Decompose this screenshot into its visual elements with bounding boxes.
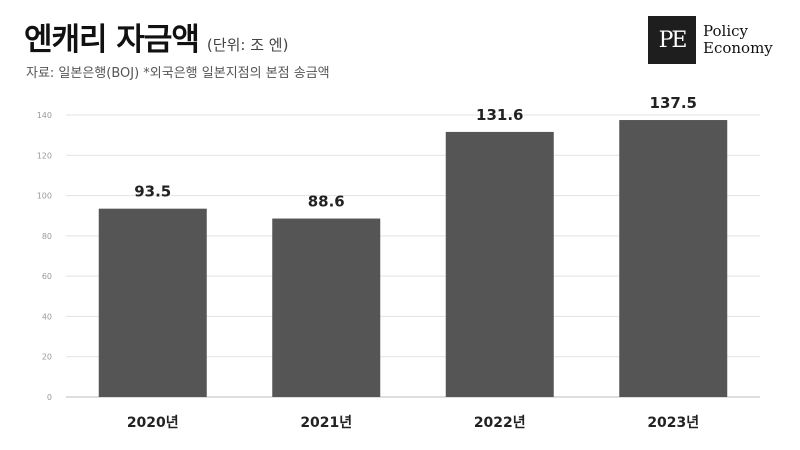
- pe-logo-mark: PE: [648, 16, 696, 64]
- y-tick-label-120: 120: [37, 151, 52, 160]
- x-tick-label-2020년: 2020년: [127, 415, 179, 431]
- source-note: 자료: 일본은행(BOJ) *외국은행 일본지점의 본점 송금액: [26, 66, 330, 81]
- y-tick-label-60: 60: [42, 272, 52, 281]
- bar-2022년: [445, 131, 554, 398]
- unit-label: (단위: 조 엔): [206, 36, 289, 54]
- x-tick-label-2022년: 2022년: [474, 415, 526, 431]
- x-tick-label-2023년: 2023년: [647, 415, 699, 431]
- title-row: 엔캐리 자금액 (단위: 조 엔): [24, 14, 288, 59]
- y-tick-label-80: 80: [42, 232, 52, 241]
- y-tick-label-140: 140: [37, 111, 52, 120]
- logo-line-economy: Economy: [703, 39, 773, 57]
- y-tick-label-0: 0: [47, 393, 52, 402]
- y-tick-label-40: 40: [42, 312, 52, 321]
- data-label-2020년: 93.5: [134, 183, 171, 201]
- chart-title: 엔캐리 자금액: [24, 22, 200, 58]
- bar-2020년: [98, 208, 207, 397]
- bar-2023년: [619, 120, 728, 398]
- data-label-2021년: 88.6: [308, 193, 345, 211]
- bar-2021년: [272, 218, 381, 397]
- policy-economy-logo: PE Policy Economy: [648, 16, 773, 64]
- y-tick-label-20: 20: [42, 353, 52, 362]
- logo-wordmark: Policy Economy: [703, 23, 773, 57]
- x-tick-label-2021년: 2021년: [300, 415, 352, 431]
- data-label-2022년: 131.6: [476, 106, 523, 124]
- data-label-2023년: 137.5: [650, 94, 697, 112]
- logo-line-policy: Policy: [703, 22, 748, 40]
- y-tick-label-100: 100: [37, 192, 52, 201]
